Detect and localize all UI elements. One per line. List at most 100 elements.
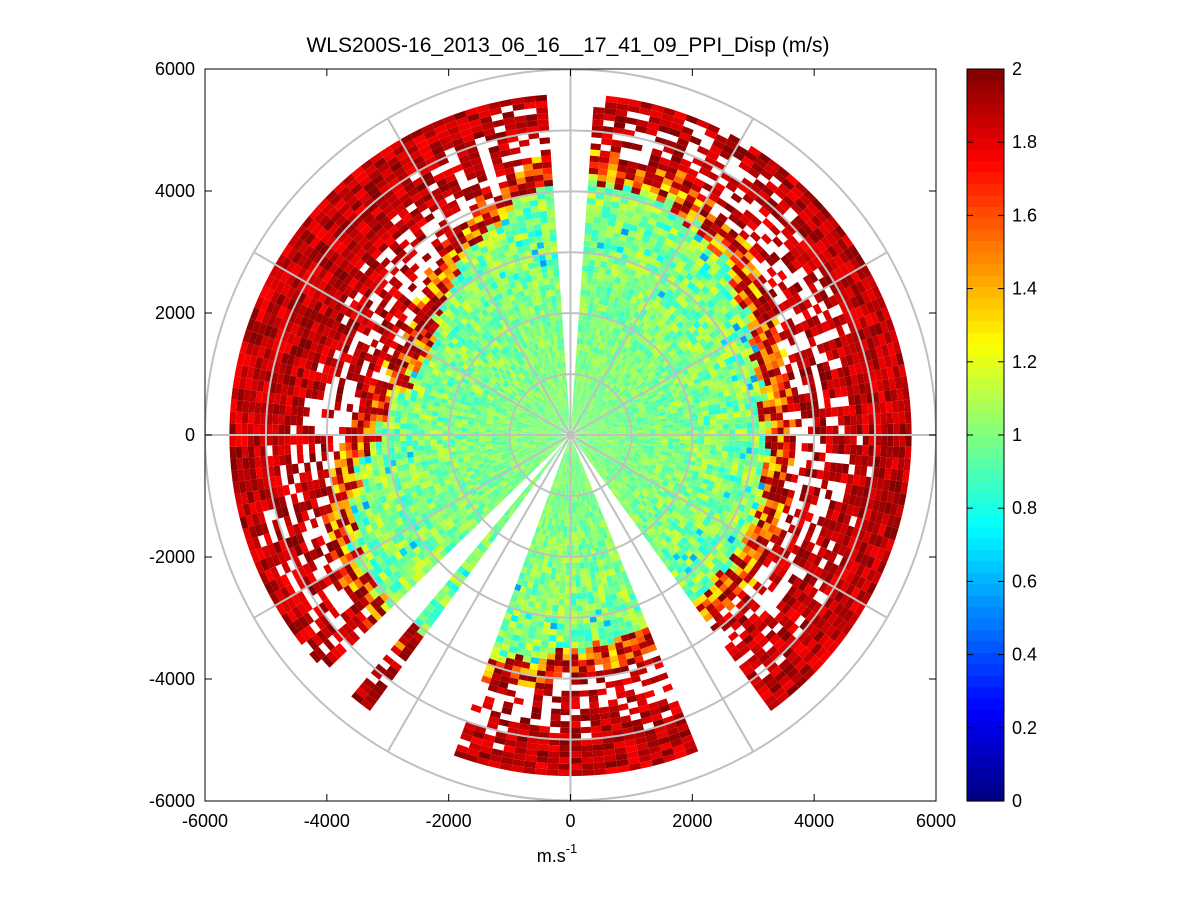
radar-cell [573, 417, 577, 424]
radar-cell [709, 322, 719, 332]
radar-cell [757, 284, 768, 296]
radar-cell [721, 262, 732, 273]
radar-cell [650, 231, 660, 241]
radar-cell [839, 276, 851, 290]
radar-cell [722, 371, 731, 379]
radar-cell [837, 444, 845, 455]
radar-cell [730, 192, 743, 204]
radar-cell [600, 399, 606, 406]
radar-cell [814, 210, 828, 224]
radar-cell [774, 463, 782, 473]
radar-cell [743, 296, 753, 307]
radar-cell [656, 335, 664, 343]
radar-cell [581, 757, 594, 764]
radar-cell [764, 448, 772, 457]
radar-cell [757, 407, 765, 416]
radar-cell [589, 352, 595, 359]
radar-cell [673, 442, 680, 447]
radar-cell [635, 125, 648, 134]
radar-cell [630, 218, 641, 227]
radar-cell [850, 425, 857, 435]
radar-cell [644, 377, 652, 384]
radar-cell [758, 448, 765, 456]
radar-cell [580, 407, 584, 414]
radar-cell [762, 217, 774, 230]
radar-cell [850, 415, 857, 426]
radar-cell [769, 224, 781, 237]
radar-cell [644, 311, 653, 319]
radar-cell [607, 163, 619, 172]
radar-cell [551, 567, 557, 575]
radar-cell [645, 242, 655, 252]
radar-cell [589, 371, 594, 378]
radar-cell [563, 532, 568, 539]
radar-cell [592, 409, 598, 415]
radar-cell [580, 289, 586, 296]
radar-cell [735, 259, 746, 270]
radar-cell [715, 300, 725, 310]
radar-cell [696, 243, 707, 253]
radar-cell [585, 369, 589, 377]
radar-cell [697, 420, 705, 427]
radar-cell [764, 420, 772, 429]
radar-cell [769, 251, 781, 263]
radar-cell [733, 303, 743, 314]
radar-cell [595, 341, 601, 349]
radar-cell [765, 435, 772, 443]
radar-cell [607, 399, 614, 405]
radar-cell [667, 427, 674, 432]
radar-cell [856, 424, 863, 435]
radar-cell [577, 362, 581, 369]
radar-cell [654, 240, 664, 249]
radar-cell [667, 438, 674, 443]
radar-cell [816, 252, 829, 265]
radar-cell [614, 364, 621, 371]
radar-cell [597, 389, 603, 396]
radar-cell [612, 282, 620, 291]
radar-cell [860, 393, 868, 405]
radar-cell [674, 195, 686, 206]
radar-cell [758, 190, 771, 202]
radar-cell [637, 313, 645, 322]
radar-cell [565, 501, 569, 509]
radar-cell [578, 356, 582, 363]
radar-cell [589, 701, 600, 709]
radar-cell [572, 501, 576, 509]
radar-cell [582, 344, 587, 352]
radar-cell [602, 299, 610, 307]
radar-cell [638, 220, 648, 229]
radar-cell [724, 292, 734, 302]
radar-cell [580, 356, 585, 364]
radar-cell [633, 364, 641, 372]
radar-cell [652, 392, 660, 398]
radar-cell [577, 405, 580, 412]
radar-cell [552, 604, 559, 612]
radar-cell [798, 467, 806, 477]
radar-cell [619, 345, 626, 353]
radar-cell [742, 315, 752, 326]
radar-cell [611, 139, 623, 148]
radar-cell [707, 171, 720, 182]
radar-cell [771, 442, 778, 450]
radar-cell [600, 718, 612, 726]
radar-cell [734, 446, 741, 453]
radar-cell [554, 653, 563, 661]
radar-cell [555, 641, 564, 649]
radar-cell [544, 578, 551, 586]
radar-cell [591, 584, 599, 592]
radar-cell [584, 634, 593, 642]
radar-cell [673, 356, 682, 364]
radar-cell [704, 128, 718, 140]
radar-cell [678, 363, 687, 372]
radar-cell [621, 378, 628, 385]
radar-cell [560, 727, 571, 734]
radar-cell [619, 367, 626, 375]
radar-cell [591, 346, 596, 354]
radar-cell [571, 416, 573, 423]
radar-cell [587, 425, 594, 429]
radar-cell [640, 101, 654, 110]
radar-cell [595, 254, 603, 262]
radar-cell [617, 382, 624, 389]
radar-cell [703, 232, 714, 243]
radar-cell [599, 349, 605, 356]
